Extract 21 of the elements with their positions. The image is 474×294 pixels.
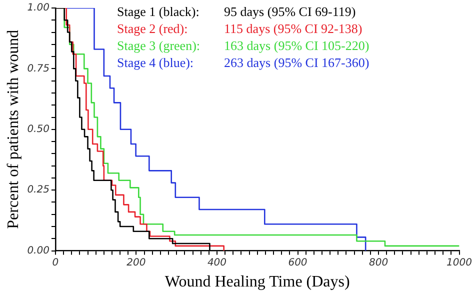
series-label: Stage 4 (blue): — [117, 54, 195, 71]
y-tick-label: 0.75 — [27, 63, 50, 74]
x-tick-label: 800 — [368, 257, 388, 268]
x-tick-label: 1000 — [446, 257, 472, 268]
x-tick-label: 400 — [207, 257, 227, 268]
y-tick-label: 1.00 — [27, 2, 50, 14]
annotation: 163 days (95% CI 105-220) — [224, 37, 370, 54]
annotation: 95 days (95% CI 69-119) — [224, 3, 357, 20]
x-axis-title: Wound Healing Time (Days) — [164, 274, 350, 291]
x-tick-label: 200 — [126, 257, 146, 268]
y-axis-title: Percent of patients with wound — [4, 30, 22, 229]
annotation: 263 days (95% CI 167-360) — [224, 54, 370, 71]
text: Stage 2 (red): — [117, 20, 189, 37]
y-tick-label: 0.00 — [27, 245, 50, 256]
text: Stage 3 (green): — [117, 37, 200, 54]
y-tick-label: 0.25 — [27, 184, 50, 196]
y-tick-label: 0.50 — [27, 124, 50, 135]
x-tick-label: 0 — [52, 257, 59, 268]
x-tick-label: 600 — [288, 257, 308, 268]
text: Stage 1 (black): — [117, 3, 200, 20]
annotation: 115 days (95% CI 92-138) — [224, 20, 364, 37]
